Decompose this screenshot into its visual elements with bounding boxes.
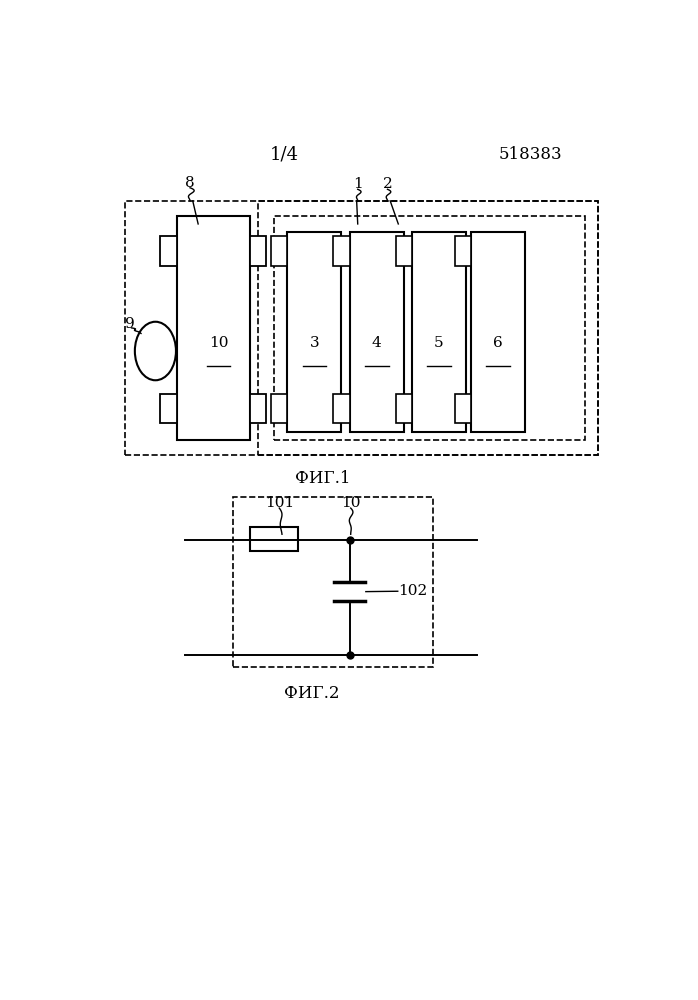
- Polygon shape: [161, 236, 177, 266]
- Text: 518383: 518383: [499, 146, 563, 163]
- Polygon shape: [350, 232, 403, 432]
- Text: 10: 10: [341, 496, 360, 510]
- Text: 6: 6: [493, 336, 503, 350]
- Text: 10: 10: [209, 336, 228, 350]
- Polygon shape: [250, 394, 266, 423]
- Polygon shape: [271, 394, 288, 423]
- Polygon shape: [250, 527, 298, 551]
- Text: 4: 4: [372, 336, 382, 350]
- Polygon shape: [288, 232, 341, 432]
- Text: 1/4: 1/4: [270, 146, 299, 164]
- Text: ФИГ.2: ФИГ.2: [284, 685, 339, 702]
- Text: ФИГ.1: ФИГ.1: [295, 470, 350, 487]
- Polygon shape: [271, 236, 288, 266]
- Polygon shape: [250, 236, 266, 266]
- Polygon shape: [177, 216, 250, 440]
- Text: 5: 5: [434, 336, 444, 350]
- Polygon shape: [455, 394, 471, 423]
- Text: 2: 2: [383, 177, 392, 191]
- Text: 101: 101: [265, 496, 294, 510]
- Polygon shape: [334, 394, 350, 423]
- Text: 8: 8: [185, 176, 195, 190]
- Polygon shape: [161, 394, 177, 423]
- Text: 1: 1: [353, 177, 362, 191]
- Polygon shape: [396, 236, 412, 266]
- Text: 102: 102: [399, 584, 428, 598]
- Polygon shape: [455, 236, 471, 266]
- Polygon shape: [412, 232, 466, 432]
- Polygon shape: [334, 236, 350, 266]
- Text: 3: 3: [310, 336, 319, 350]
- Polygon shape: [471, 232, 526, 432]
- Text: 9: 9: [124, 317, 134, 331]
- Polygon shape: [396, 394, 412, 423]
